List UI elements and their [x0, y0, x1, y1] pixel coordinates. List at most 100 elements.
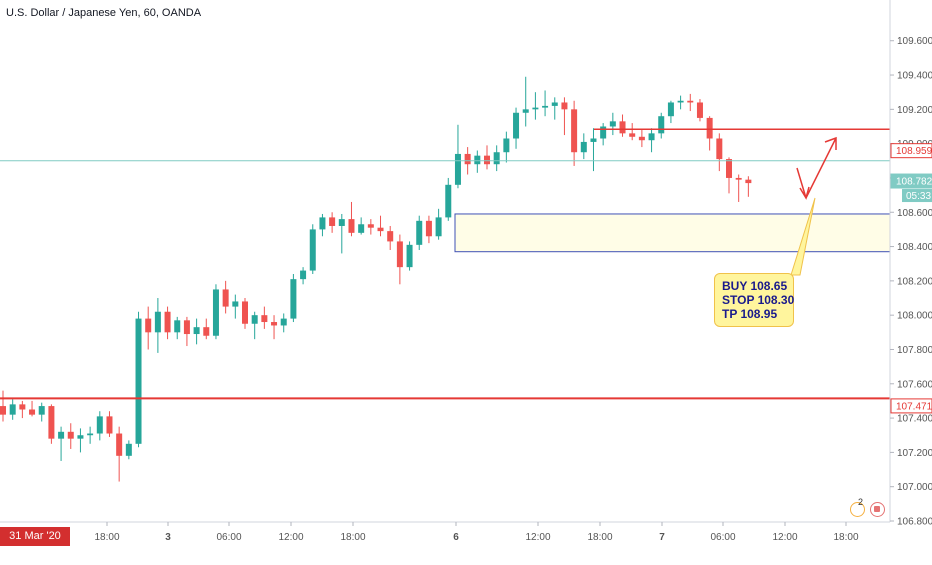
- candle[interactable]: [87, 426, 94, 444]
- candle[interactable]: [648, 128, 655, 153]
- candle-body: [629, 133, 636, 137]
- price-chart[interactable]: 109.600109.400109.200109.000108.800108.6…: [0, 0, 932, 550]
- candle[interactable]: [300, 267, 307, 285]
- candle[interactable]: [638, 129, 645, 148]
- demand-zone[interactable]: [454, 213, 891, 253]
- candle[interactable]: [580, 133, 587, 160]
- candle-body: [687, 100, 694, 103]
- candle[interactable]: [154, 298, 161, 353]
- candle[interactable]: [503, 131, 510, 163]
- candle-body: [667, 102, 674, 117]
- candle[interactable]: [9, 399, 16, 420]
- trade-plan-callout: BUY 108.65 STOP 108.30 TP 108.95: [714, 273, 794, 327]
- candle[interactable]: [735, 174, 742, 202]
- candle[interactable]: [242, 298, 248, 329]
- candle[interactable]: [677, 95, 684, 110]
- candle[interactable]: [406, 241, 413, 271]
- candle[interactable]: [271, 315, 278, 340]
- candle[interactable]: [106, 411, 113, 437]
- candle[interactable]: [493, 145, 500, 172]
- candle[interactable]: [261, 306, 268, 329]
- candle[interactable]: [116, 426, 123, 482]
- candle[interactable]: [164, 306, 171, 340]
- candle[interactable]: [726, 157, 732, 194]
- candle-body: [203, 327, 210, 336]
- candle[interactable]: [125, 440, 132, 460]
- candle[interactable]: [454, 124, 461, 189]
- candle[interactable]: [590, 128, 597, 172]
- candle[interactable]: [358, 217, 365, 235]
- candle[interactable]: [696, 99, 703, 122]
- candle[interactable]: [96, 411, 103, 441]
- candle-body: [745, 179, 752, 184]
- candle[interactable]: [280, 313, 287, 333]
- candle[interactable]: [396, 234, 403, 285]
- candle[interactable]: [48, 404, 55, 444]
- time-axis[interactable]: 18:00 3 06:00 12:00 18:00 6 12:00 18:00 7 06:00 12…: [94, 522, 859, 543]
- candle[interactable]: [329, 212, 336, 233]
- candle[interactable]: [348, 201, 355, 237]
- candle[interactable]: [251, 311, 258, 340]
- candle[interactable]: [203, 318, 210, 340]
- candle[interactable]: [174, 316, 181, 340]
- us-flag-icon[interactable]: [870, 502, 885, 517]
- candle-body: [484, 155, 490, 165]
- candle-body: [716, 138, 723, 160]
- price-tick-label: 109.400: [897, 71, 932, 82]
- candle[interactable]: [19, 400, 26, 419]
- candle[interactable]: [609, 112, 616, 136]
- candle[interactable]: [600, 123, 607, 146]
- candle[interactable]: [290, 274, 297, 323]
- time-tick-label: 06:00: [216, 532, 241, 543]
- candle[interactable]: [0, 390, 6, 422]
- candle[interactable]: [532, 92, 539, 120]
- candle[interactable]: [38, 402, 45, 422]
- candle[interactable]: [377, 215, 384, 237]
- candle[interactable]: [416, 215, 423, 250]
- candle[interactable]: [716, 133, 723, 172]
- plot-background: [0, 0, 890, 522]
- candle[interactable]: [183, 316, 190, 347]
- candle[interactable]: [309, 224, 316, 275]
- candle[interactable]: [658, 112, 665, 139]
- price-axis[interactable]: 109.600109.400109.200109.000108.800108.6…: [890, 36, 932, 528]
- candle[interactable]: [474, 150, 481, 173]
- candle[interactable]: [222, 280, 229, 314]
- candle[interactable]: [745, 176, 752, 197]
- calendar-badge-icon[interactable]: 2: [850, 497, 865, 517]
- candle[interactable]: [513, 107, 520, 149]
- candle[interactable]: [571, 100, 578, 166]
- candle[interactable]: [29, 400, 36, 417]
- candle[interactable]: [135, 311, 142, 448]
- candle-body: [0, 406, 6, 415]
- candle[interactable]: [629, 123, 636, 141]
- candle[interactable]: [338, 213, 345, 254]
- time-tick-label: 7: [659, 532, 665, 543]
- candle[interactable]: [435, 208, 442, 240]
- candle[interactable]: [58, 426, 65, 461]
- chart-title: U.S. Dollar / Japanese Yen, 60, OANDA: [6, 7, 202, 19]
- candle[interactable]: [687, 93, 694, 112]
- candle[interactable]: [193, 318, 200, 345]
- candle[interactable]: [542, 90, 549, 117]
- price-tick-label: 108.600: [897, 208, 932, 219]
- candle[interactable]: [212, 284, 219, 340]
- candle[interactable]: [484, 145, 490, 170]
- candle[interactable]: [367, 219, 374, 235]
- candle[interactable]: [232, 294, 239, 319]
- candle[interactable]: [619, 114, 626, 137]
- candle[interactable]: [561, 97, 568, 136]
- candle[interactable]: [319, 213, 326, 237]
- candle[interactable]: [445, 177, 452, 221]
- candle[interactable]: [425, 215, 432, 244]
- candle[interactable]: [551, 97, 558, 120]
- candle-body: [735, 177, 742, 180]
- candle[interactable]: [387, 225, 394, 250]
- candle[interactable]: [522, 76, 529, 127]
- candle[interactable]: [706, 116, 713, 151]
- candle[interactable]: [145, 306, 152, 350]
- candle[interactable]: [67, 423, 74, 449]
- candle[interactable]: [667, 100, 674, 124]
- candle[interactable]: [77, 428, 84, 453]
- candle-body: [251, 315, 258, 324]
